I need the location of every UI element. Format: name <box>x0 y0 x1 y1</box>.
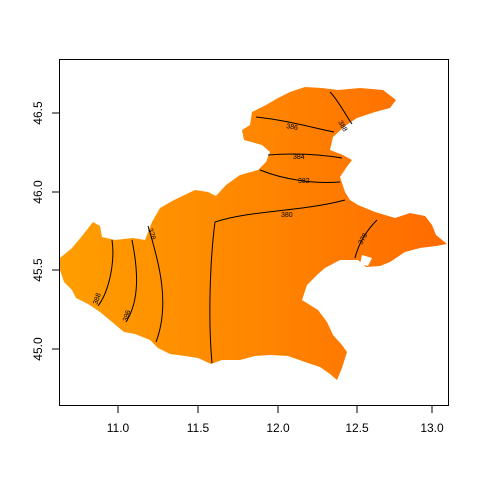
y-tick-labels: 45.0 45.5 46.0 46.5 <box>31 101 45 361</box>
contour-line <box>259 169 341 183</box>
y-axis <box>52 112 59 350</box>
x-tick-label: 11.5 <box>187 421 210 435</box>
y-tick-label: 45.0 <box>31 337 45 361</box>
contour-line <box>147 225 164 343</box>
x-tick-label: 11.0 <box>107 421 130 435</box>
contour-label: 378 <box>146 227 156 240</box>
x-tick-labels: 11.0 11.5 12.0 12.5 13.0 <box>107 421 444 435</box>
coast-notch <box>360 255 372 266</box>
region-shape <box>60 87 447 380</box>
contour-line <box>354 219 378 259</box>
contour-label: 382 <box>298 178 310 185</box>
contour-label: 388 <box>336 120 348 134</box>
x-tick-label: 12.5 <box>345 421 369 435</box>
contour-lines <box>97 91 378 364</box>
y-tick-label: 45.5 <box>31 258 45 282</box>
contour-labels: 386 384 382 380 378 388 388 386 378 <box>92 120 369 323</box>
contour-label: 388 <box>92 292 103 305</box>
contour-line <box>97 239 114 307</box>
contour-label: 380 <box>281 212 293 219</box>
contour-label: 386 <box>286 123 299 132</box>
contour-line <box>267 153 343 159</box>
plot-frame <box>59 59 449 406</box>
contour-label: 378 <box>358 232 370 246</box>
contour-label: 384 <box>293 154 305 161</box>
contour-label: 386 <box>122 309 132 322</box>
contour-line <box>214 199 346 223</box>
y-tick-label: 46.0 <box>31 180 45 204</box>
contour-line <box>255 116 335 133</box>
x-tick-label: 12.0 <box>266 421 290 435</box>
contour-line <box>125 239 138 323</box>
lagoon-gap <box>306 270 365 313</box>
contour-line <box>329 91 353 125</box>
x-axis <box>117 406 433 413</box>
y-tick-label: 46.5 <box>31 101 45 125</box>
x-tick-label: 13.0 <box>420 421 444 435</box>
contour-line <box>209 221 216 364</box>
